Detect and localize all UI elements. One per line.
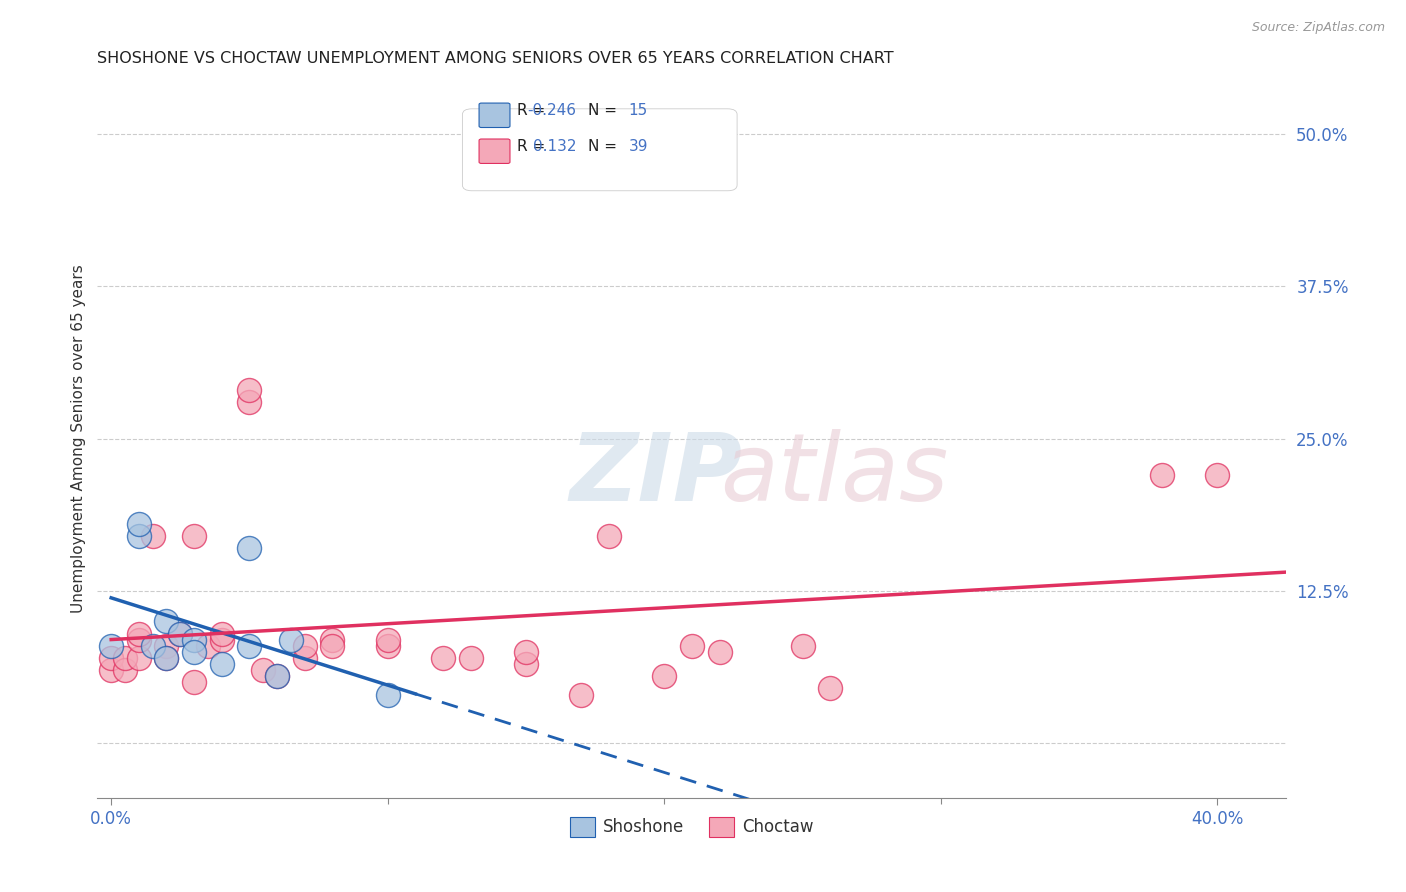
Point <box>709 645 731 659</box>
Point <box>114 651 136 665</box>
Point <box>155 639 177 653</box>
Point <box>569 688 592 702</box>
Point <box>818 681 841 696</box>
Point <box>169 626 191 640</box>
Point <box>294 651 316 665</box>
Point <box>142 639 165 653</box>
Legend: Shoshone, Choctaw: Shoshone, Choctaw <box>562 810 821 844</box>
Point <box>280 632 302 647</box>
Point <box>377 688 399 702</box>
Point <box>321 639 343 653</box>
Text: -0.246: -0.246 <box>527 103 576 118</box>
Point <box>266 669 288 683</box>
Point <box>169 626 191 640</box>
Text: R =: R = <box>517 138 550 153</box>
Point <box>183 632 205 647</box>
Text: R =: R = <box>517 103 550 118</box>
Point <box>100 663 122 677</box>
FancyBboxPatch shape <box>463 109 737 191</box>
Point <box>681 639 703 653</box>
Text: N =: N = <box>589 138 623 153</box>
Point <box>128 651 150 665</box>
Point <box>155 615 177 629</box>
Text: atlas: atlas <box>720 429 949 520</box>
Point <box>197 639 219 653</box>
Text: Source: ZipAtlas.com: Source: ZipAtlas.com <box>1251 21 1385 34</box>
Text: 39: 39 <box>628 138 648 153</box>
Point <box>183 529 205 543</box>
Point <box>377 639 399 653</box>
Point <box>321 632 343 647</box>
Point <box>100 651 122 665</box>
Point <box>515 645 537 659</box>
Text: 0.132: 0.132 <box>533 138 576 153</box>
Point <box>238 383 260 397</box>
Point <box>792 639 814 653</box>
Point <box>432 651 454 665</box>
Point <box>460 651 482 665</box>
Point <box>183 675 205 690</box>
Text: N =: N = <box>589 103 623 118</box>
Y-axis label: Unemployment Among Seniors over 65 years: Unemployment Among Seniors over 65 years <box>72 264 86 613</box>
Point <box>652 669 675 683</box>
Point <box>238 639 260 653</box>
Point <box>128 516 150 531</box>
Point <box>211 626 233 640</box>
Point <box>266 669 288 683</box>
Point <box>155 651 177 665</box>
Point <box>238 395 260 409</box>
Point <box>252 663 274 677</box>
Point <box>515 657 537 672</box>
Point <box>211 632 233 647</box>
Point <box>128 632 150 647</box>
FancyBboxPatch shape <box>479 139 510 163</box>
Point <box>1150 468 1173 483</box>
Point <box>1206 468 1229 483</box>
Point <box>142 529 165 543</box>
Point <box>238 541 260 556</box>
Text: SHOSHONE VS CHOCTAW UNEMPLOYMENT AMONG SENIORS OVER 65 YEARS CORRELATION CHART: SHOSHONE VS CHOCTAW UNEMPLOYMENT AMONG S… <box>97 51 894 66</box>
Point <box>128 626 150 640</box>
Point <box>114 663 136 677</box>
Point <box>128 529 150 543</box>
Text: 15: 15 <box>628 103 648 118</box>
Point <box>100 639 122 653</box>
Point <box>183 645 205 659</box>
FancyBboxPatch shape <box>479 103 510 128</box>
Point <box>598 529 620 543</box>
Text: ZIP: ZIP <box>569 429 742 521</box>
Point <box>294 639 316 653</box>
Point <box>211 657 233 672</box>
Point <box>155 651 177 665</box>
Point <box>377 632 399 647</box>
